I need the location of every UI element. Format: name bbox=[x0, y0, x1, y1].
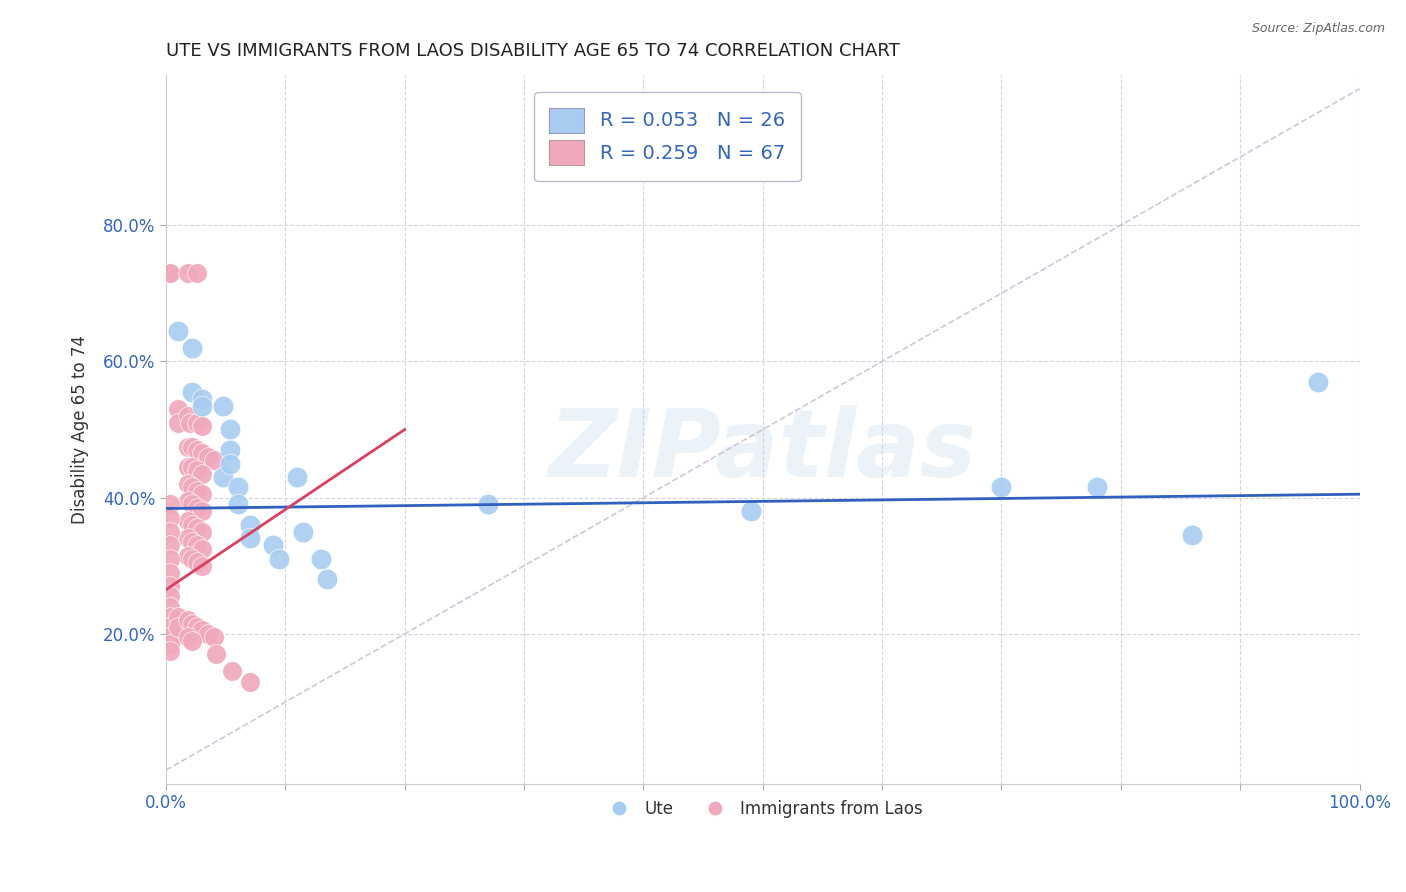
Point bbox=[202, 453, 225, 467]
Point bbox=[159, 524, 181, 539]
Point bbox=[219, 442, 242, 457]
Point bbox=[186, 555, 208, 569]
Point bbox=[186, 442, 208, 457]
Point bbox=[186, 266, 208, 280]
Point bbox=[176, 409, 198, 423]
Point bbox=[197, 450, 219, 464]
Point bbox=[176, 477, 198, 491]
Point bbox=[186, 483, 208, 498]
Point bbox=[186, 538, 208, 552]
Point bbox=[191, 541, 214, 556]
Point bbox=[181, 534, 204, 549]
Point bbox=[226, 480, 249, 494]
Point bbox=[191, 392, 214, 406]
Point bbox=[179, 416, 201, 430]
Point bbox=[186, 463, 208, 477]
Point bbox=[181, 497, 204, 511]
Point bbox=[181, 616, 204, 631]
Point bbox=[159, 266, 181, 280]
Point bbox=[159, 620, 181, 634]
Point bbox=[191, 524, 214, 539]
Point bbox=[285, 470, 308, 484]
Point bbox=[477, 497, 499, 511]
Point bbox=[191, 558, 214, 573]
Point bbox=[176, 549, 198, 563]
Point bbox=[1306, 375, 1329, 389]
Point bbox=[990, 480, 1012, 494]
Point bbox=[239, 517, 262, 532]
Point bbox=[167, 324, 190, 338]
Point bbox=[181, 384, 204, 399]
Text: ZIPatlas: ZIPatlas bbox=[548, 405, 977, 497]
Legend: Ute, Immigrants from Laos: Ute, Immigrants from Laos bbox=[596, 794, 929, 825]
Point bbox=[186, 500, 208, 515]
Point bbox=[181, 633, 204, 648]
Point bbox=[205, 648, 228, 662]
Point bbox=[262, 538, 284, 552]
Point bbox=[159, 610, 181, 624]
Point bbox=[159, 637, 181, 651]
Point bbox=[176, 630, 198, 644]
Point bbox=[226, 497, 249, 511]
Point bbox=[159, 644, 181, 658]
Point bbox=[167, 620, 190, 634]
Point bbox=[176, 532, 198, 546]
Point bbox=[167, 402, 190, 417]
Point bbox=[159, 511, 181, 525]
Point bbox=[191, 419, 214, 434]
Point bbox=[176, 440, 198, 454]
Point bbox=[181, 440, 204, 454]
Point bbox=[309, 552, 332, 566]
Point bbox=[239, 532, 262, 546]
Point bbox=[219, 457, 242, 471]
Point bbox=[221, 665, 243, 679]
Point bbox=[191, 467, 214, 481]
Point bbox=[176, 266, 198, 280]
Y-axis label: Disability Age 65 to 74: Disability Age 65 to 74 bbox=[72, 335, 89, 524]
Point bbox=[176, 613, 198, 627]
Point bbox=[316, 572, 339, 586]
Point bbox=[191, 504, 214, 518]
Point bbox=[219, 422, 242, 436]
Point bbox=[181, 341, 204, 355]
Point bbox=[181, 517, 204, 532]
Point bbox=[212, 399, 235, 413]
Point bbox=[159, 552, 181, 566]
Point bbox=[292, 524, 315, 539]
Point bbox=[181, 480, 204, 494]
Point bbox=[191, 487, 214, 501]
Text: UTE VS IMMIGRANTS FROM LAOS DISABILITY AGE 65 TO 74 CORRELATION CHART: UTE VS IMMIGRANTS FROM LAOS DISABILITY A… bbox=[166, 42, 900, 60]
Point bbox=[197, 627, 219, 641]
Point bbox=[167, 610, 190, 624]
Point bbox=[159, 630, 181, 644]
Point bbox=[1085, 480, 1108, 494]
Point bbox=[181, 552, 204, 566]
Point bbox=[159, 538, 181, 552]
Point bbox=[159, 590, 181, 604]
Point bbox=[191, 624, 214, 638]
Point bbox=[176, 459, 198, 474]
Point bbox=[181, 459, 204, 474]
Point bbox=[159, 497, 181, 511]
Point bbox=[167, 416, 190, 430]
Point bbox=[159, 566, 181, 580]
Point bbox=[176, 515, 198, 529]
Point bbox=[212, 470, 235, 484]
Point bbox=[159, 599, 181, 614]
Point bbox=[159, 579, 181, 593]
Point bbox=[740, 504, 762, 518]
Point bbox=[186, 416, 208, 430]
Point bbox=[239, 674, 262, 689]
Point bbox=[159, 266, 181, 280]
Text: Source: ZipAtlas.com: Source: ZipAtlas.com bbox=[1251, 22, 1385, 36]
Point bbox=[1181, 528, 1204, 542]
Point bbox=[202, 630, 225, 644]
Point bbox=[269, 552, 291, 566]
Point bbox=[191, 446, 214, 460]
Point bbox=[186, 620, 208, 634]
Point bbox=[176, 494, 198, 508]
Point bbox=[191, 399, 214, 413]
Point bbox=[186, 521, 208, 535]
